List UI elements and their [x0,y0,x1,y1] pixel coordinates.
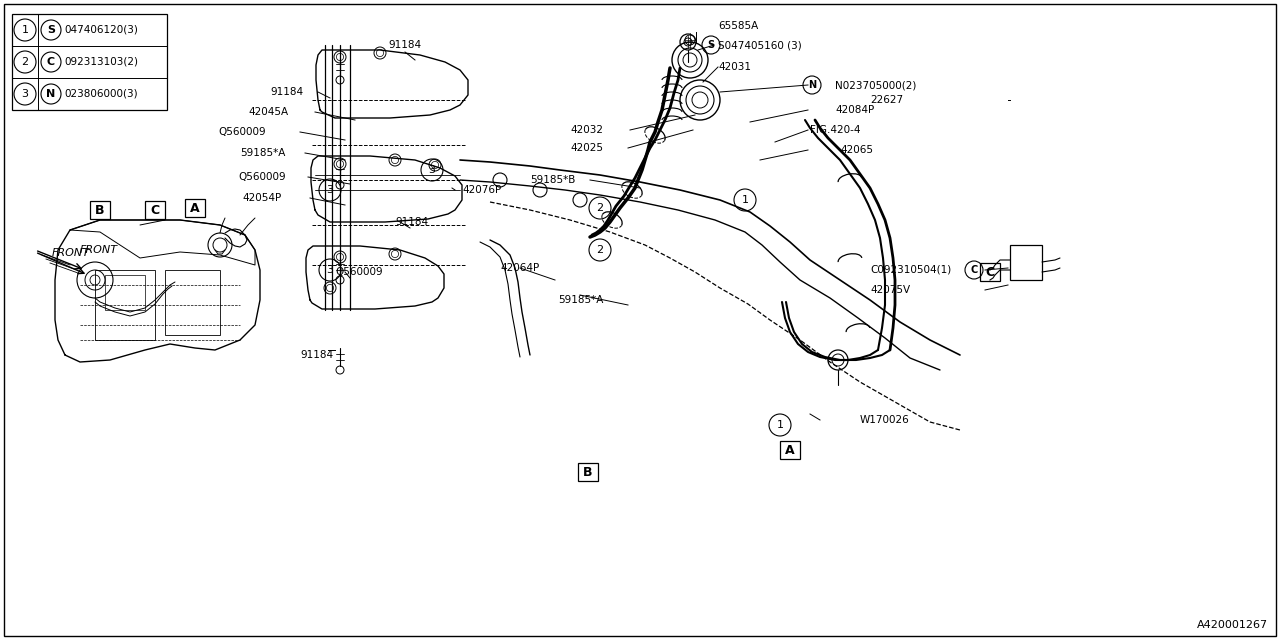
Text: B: B [95,204,105,216]
Text: 91184: 91184 [270,87,303,97]
Text: 42031: 42031 [718,62,751,72]
Text: 42032: 42032 [570,125,603,135]
Text: 22627: 22627 [870,95,904,105]
Bar [186,199,205,217]
Text: 59185*A: 59185*A [241,148,285,158]
Text: W170026: W170026 [860,415,910,425]
Text: C092310504(1): C092310504(1) [870,265,951,275]
Text: N: N [46,89,55,99]
Text: 023806000(3): 023806000(3) [64,89,138,99]
Text: 42064P: 42064P [500,263,539,273]
Text: FIG.420-4: FIG.420-4 [810,125,860,135]
Text: A: A [785,444,795,456]
Bar [780,441,800,459]
Text: 42084P: 42084P [835,105,874,115]
Text: S: S [708,40,714,50]
Bar [90,201,110,219]
Bar [95,270,155,340]
Text: 65585A: 65585A [718,21,758,31]
Text: 91184: 91184 [300,350,333,360]
Text: 3: 3 [22,89,28,99]
Text: 3: 3 [326,265,334,275]
Text: S047405160 (3): S047405160 (3) [718,40,801,50]
Text: Q560009: Q560009 [238,172,285,182]
Text: Q560009: Q560009 [218,127,266,137]
Text: A420001267: A420001267 [1197,620,1268,630]
Bar [145,201,165,219]
Text: 42025: 42025 [570,143,603,153]
Text: N: N [808,80,817,90]
Text: 2: 2 [596,203,604,213]
Text: B: B [584,465,593,479]
Bar [165,270,220,335]
Text: 1: 1 [741,195,749,205]
Text: 91184: 91184 [388,40,421,50]
Text: A: A [191,202,200,214]
Text: 59185*B: 59185*B [530,175,576,185]
Text: C: C [47,57,55,67]
Text: 1: 1 [777,420,783,430]
Text: Q560009: Q560009 [335,267,383,277]
Text: 91184: 91184 [396,217,428,227]
Text: 2: 2 [596,245,604,255]
Text: S: S [47,25,55,35]
Text: C: C [970,265,978,275]
Text: 047406120(3): 047406120(3) [64,25,138,35]
Text: C: C [151,204,160,216]
Text: 092313103(2): 092313103(2) [64,57,138,67]
Bar [105,275,145,310]
Text: N023705000(2): N023705000(2) [835,80,916,90]
Bar [1010,245,1042,280]
Bar [579,463,598,481]
Bar [12,14,166,110]
Text: 42075V: 42075V [870,285,910,295]
Text: 3: 3 [326,185,334,195]
Text: 2: 2 [22,57,28,67]
Text: FRONT: FRONT [52,248,90,258]
Text: 1: 1 [22,25,28,35]
Text: 3: 3 [429,165,435,175]
Text: 42065: 42065 [840,145,873,155]
Text: FRONT: FRONT [79,245,118,255]
Text: 59185*A: 59185*A [558,295,603,305]
Bar [980,263,1000,281]
Text: 42045A: 42045A [248,107,288,117]
Text: 42076P: 42076P [462,185,502,195]
Text: C: C [986,266,995,278]
Text: 42054P: 42054P [242,193,282,203]
